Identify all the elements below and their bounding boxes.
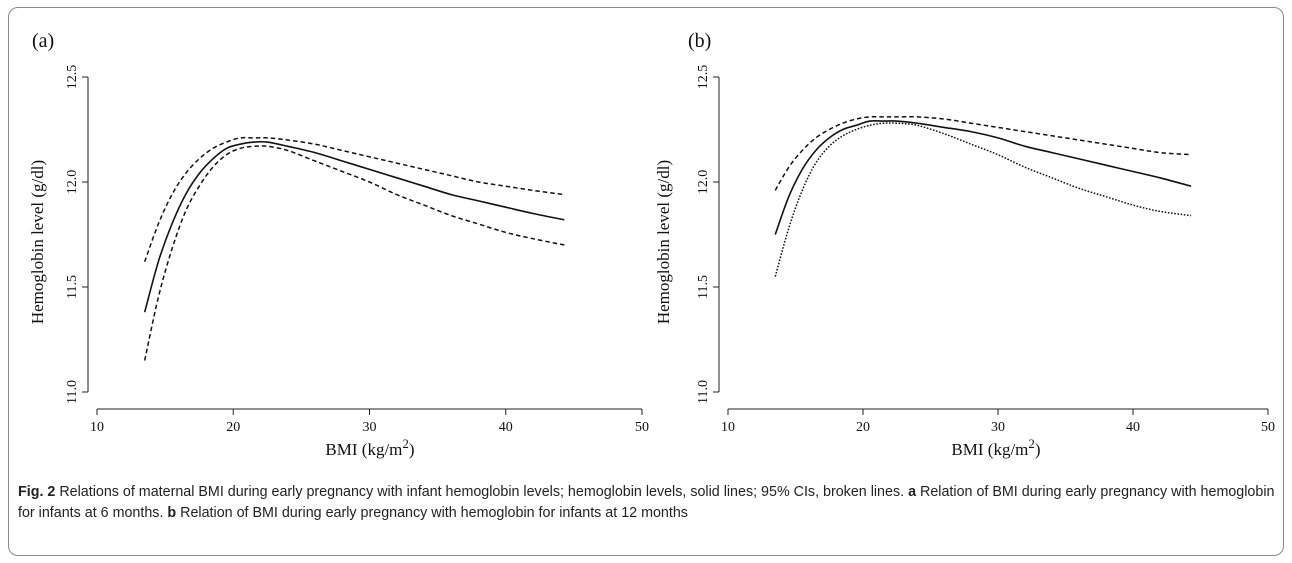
- panel-b-x-tick-label: 30: [991, 420, 1005, 435]
- panel-a-y-tick-label: 12.0: [65, 170, 80, 195]
- panel-a-x-axis-label: BMI (kg/m2): [325, 436, 414, 459]
- panel-a-label: (a): [32, 30, 54, 52]
- panel-a-y-tick-label: 11.0: [65, 380, 80, 404]
- panel-a-series-dashed-line: [143, 145, 565, 361]
- panel-b-x-tick-label: 20: [856, 420, 870, 435]
- panel-a-y-tick-label: 12.5: [65, 65, 80, 90]
- panel-a-x-tick-label: 20: [226, 420, 240, 435]
- panel-b-y-tick-label: 11.0: [696, 380, 711, 404]
- panel-b-x-tick-label: 50: [1261, 420, 1275, 435]
- figure-charts: (a) Hemoglobin level (g/dl) BMI (kg/m2) …: [28, 30, 1275, 459]
- caption-panel-a-text: Relation of BMI during early pregnancy w…: [18, 484, 1275, 521]
- figure-frame: [8, 7, 1284, 556]
- figure-caption: Fig. 2 Relations of maternal BMI during …: [18, 482, 1276, 524]
- panel-b-x-tick-label: 10: [721, 420, 735, 435]
- panel-a-x-axis-label-close: ): [409, 440, 415, 459]
- panel-a-x-tick-label: 50: [635, 420, 649, 435]
- panel-a-x-tick-label: 30: [363, 420, 377, 435]
- panel-a-x-tick-label: 40: [499, 420, 513, 435]
- panel-b: (b) Hemoglobin level (g/dl) BMI (kg/m2) …: [654, 30, 1275, 459]
- caption-panel-b-text: Relation of BMI during early pregnancy w…: [180, 505, 688, 521]
- panel-b-y-tick-label: 12.0: [696, 170, 711, 195]
- panel-b-x-axis-label-superscript: 2: [1028, 436, 1035, 451]
- caption-fig-label: Fig. 2: [18, 484, 56, 500]
- panel-b-x-tick-label: 40: [1126, 420, 1140, 435]
- panel-a: (a) Hemoglobin level (g/dl) BMI (kg/m2) …: [28, 30, 649, 459]
- panel-a-series-dashed-line: [143, 136, 565, 263]
- panel-b-x-axis-label: BMI (kg/m2): [951, 436, 1040, 459]
- panel-a-x-tick-label: 10: [90, 420, 104, 435]
- panel-b-series-dotted-line: [774, 122, 1192, 277]
- caption-main-text: Relations of maternal BMI during early p…: [59, 484, 905, 500]
- panel-b-y-tick-label: 11.5: [696, 275, 711, 299]
- caption-panel-a-label: a: [908, 484, 917, 500]
- panel-a-x-axis-label-superscript: 2: [402, 436, 409, 451]
- panel-a-y-tick-label: 11.5: [65, 275, 80, 299]
- panel-b-label: (b): [688, 30, 711, 52]
- panel-b-x-axis-label-close: ): [1035, 440, 1041, 459]
- panel-b-x-axis-label-base: BMI (kg/m: [951, 440, 1028, 459]
- caption-panel-b-label: b: [167, 505, 177, 521]
- panel-b-y-axis-label: Hemoglobin level (g/dl): [654, 160, 673, 324]
- panel-a-y-axis-label: Hemoglobin level (g/dl): [28, 160, 47, 324]
- panel-b-y-tick-label: 12.5: [696, 65, 711, 90]
- panel-b-series-solid-line: [774, 119, 1192, 235]
- panel-a-x-axis-label-base: BMI (kg/m: [325, 440, 402, 459]
- panel-b-series-dashed-line: [774, 115, 1192, 191]
- panel-a-series-solid-line: [143, 140, 565, 313]
